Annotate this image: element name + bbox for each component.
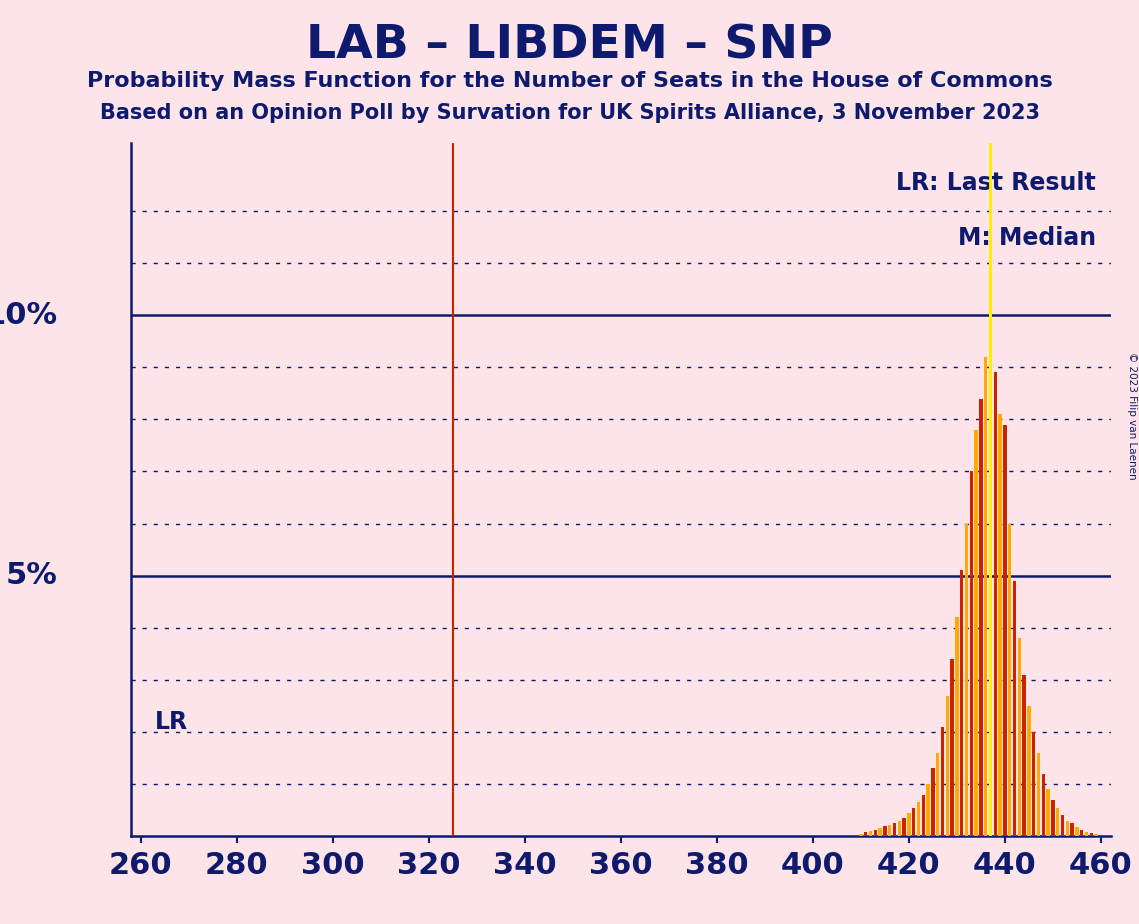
Bar [902,818,906,836]
Bar [1017,638,1021,836]
Bar [945,696,949,836]
Bar [883,826,886,836]
Bar [956,617,959,836]
Text: Probability Mass Function for the Number of Seats in the House of Commons: Probability Mass Function for the Number… [87,71,1052,91]
Bar [1056,808,1059,836]
Bar [1099,834,1103,836]
Text: 5%: 5% [6,561,58,590]
Bar [874,830,877,836]
Bar [1023,675,1026,836]
Bar [989,263,992,836]
Bar [1051,800,1055,836]
Bar [960,570,964,836]
Bar [907,813,910,836]
Bar [950,659,953,836]
Bar [1008,524,1011,836]
Bar [980,398,983,836]
Bar [936,753,940,836]
Text: LR: Last Result: LR: Last Result [896,171,1096,195]
Bar [1042,773,1044,836]
Bar [921,795,925,836]
Text: M: Median: M: Median [958,226,1096,250]
Bar [878,829,882,836]
Bar [1060,815,1064,836]
Bar [917,802,920,836]
Bar [932,769,934,836]
Bar [999,414,1002,836]
Bar [984,357,988,836]
Bar [893,823,896,836]
Text: LAB – LIBDEM – SNP: LAB – LIBDEM – SNP [306,23,833,68]
Bar [926,784,929,836]
Bar [969,471,973,836]
Bar [1095,834,1098,836]
Bar [1084,832,1088,836]
Bar [898,821,901,836]
Bar [974,430,977,836]
Text: © 2023 Filip van Laenen: © 2023 Filip van Laenen [1126,352,1137,480]
Text: Based on an Opinion Poll by Survation for UK Spirits Alliance, 3 November 2023: Based on an Opinion Poll by Survation fo… [99,103,1040,124]
Bar [1075,827,1079,836]
Bar [1047,789,1050,836]
Bar [859,833,862,836]
Bar [888,825,892,836]
Bar [965,524,968,836]
Bar [1032,732,1035,836]
Bar [1090,833,1093,836]
Bar [1036,753,1040,836]
Text: LR: LR [155,710,188,734]
Bar [1027,706,1031,836]
Bar [941,727,944,836]
Bar [1071,823,1074,836]
Bar [869,831,872,836]
Bar [1003,425,1007,836]
Bar [1066,821,1070,836]
Bar [993,372,997,836]
Bar [865,832,867,836]
Text: 10%: 10% [0,300,58,330]
Bar [912,808,916,836]
Bar [1013,581,1016,836]
Bar [1080,830,1083,836]
